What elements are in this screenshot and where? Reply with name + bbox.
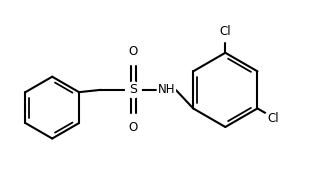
Text: Cl: Cl [267,112,279,125]
Circle shape [265,110,281,126]
Text: NH: NH [158,83,175,96]
Text: Cl: Cl [219,25,231,38]
Circle shape [157,81,176,99]
Text: O: O [129,121,138,134]
Circle shape [217,23,233,40]
Circle shape [127,122,140,134]
Text: O: O [129,45,138,58]
Circle shape [127,46,140,58]
Text: S: S [129,83,137,96]
Circle shape [126,82,141,98]
